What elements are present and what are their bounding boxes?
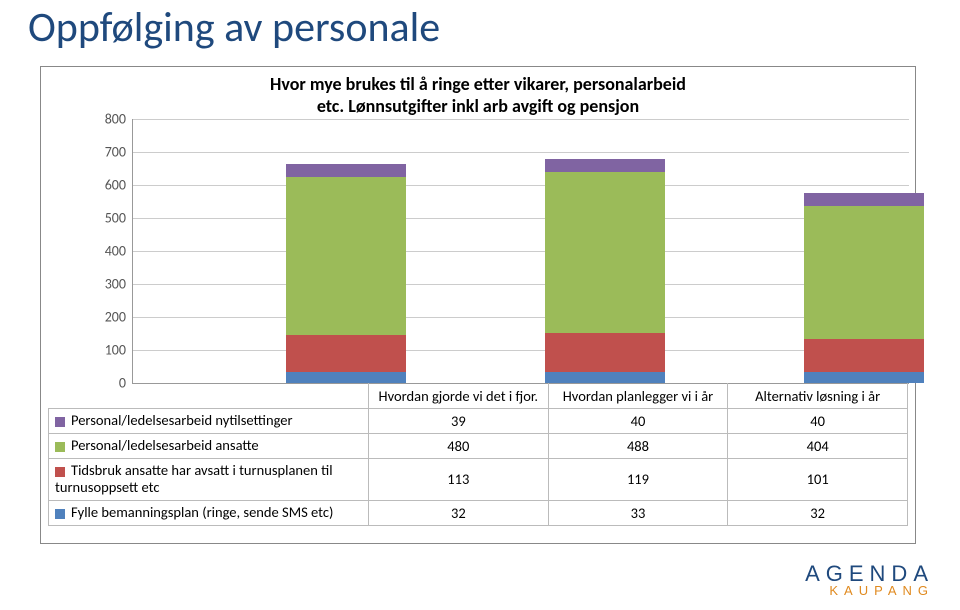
bar-segment: [545, 333, 665, 372]
data-cell: 101: [728, 459, 908, 501]
data-cell: 32: [728, 500, 908, 525]
data-cell: 480: [369, 434, 549, 459]
y-tick-label: 400: [48, 243, 126, 260]
legend-marker: [55, 509, 65, 519]
legend-label: Personal/ledelsesarbeid ansatte: [71, 436, 259, 454]
legend-label: Tidsbruk ansatte har avsatt i turnusplan…: [55, 461, 333, 496]
page-title: Oppfølging av personale: [28, 2, 440, 53]
data-cell: 40: [548, 409, 728, 434]
bar-segment: [286, 335, 406, 372]
category-header: Hvordan planlegger vi i år: [548, 384, 728, 409]
legend-label: Fylle bemanningsplan (ringe, sende SMS e…: [71, 503, 333, 521]
chart-subtitle-1: Hvor mye brukes til å ringe etter vikare…: [45, 71, 911, 95]
data-cell: 119: [548, 459, 728, 501]
chart-subtitle-2: etc. Lønnsutgifter inkl arb avgift og pe…: [45, 95, 911, 119]
chart-plot: 0100200300400500600700800: [48, 119, 908, 383]
y-tick-label: 200: [48, 309, 126, 326]
data-cell: 33: [548, 500, 728, 525]
data-cell: 488: [548, 434, 728, 459]
y-tick-label: 700: [48, 144, 126, 161]
category-header: Hvordan gjorde vi det i fjor.: [369, 384, 549, 409]
table-row: Tidsbruk ansatte har avsatt i turnusplan…: [49, 459, 908, 501]
y-tick-label: 500: [48, 210, 126, 227]
data-cell: 113: [369, 459, 549, 501]
y-tick-label: 600: [48, 177, 126, 194]
bar-segment: [286, 177, 406, 335]
bar-segment: [545, 172, 665, 333]
data-cell: 32: [369, 500, 549, 525]
table-row: Personal/ledelsesarbeid ansatte 480488404: [49, 434, 908, 459]
table-row: Personal/ledelsesarbeid nytilsettinger 39…: [49, 409, 908, 434]
table-row: Fylle bemanningsplan (ringe, sende SMS e…: [49, 500, 908, 525]
bar-segment: [804, 372, 924, 383]
bar-segment: [545, 372, 665, 383]
y-tick-label: 100: [48, 342, 126, 359]
bar-segment: [804, 206, 924, 339]
data-cell: 39: [369, 409, 549, 434]
bar-segment: [804, 193, 924, 206]
legend-label: Personal/ledelsesarbeid nytilsettinger: [71, 411, 293, 429]
agenda-logo: AGENDA KAUPANG: [805, 561, 934, 598]
chart-grid: [132, 119, 909, 384]
chart-container: Hvor mye brukes til å ringe etter vikare…: [40, 66, 916, 544]
legend-marker: [55, 467, 65, 477]
y-tick-label: 800: [48, 111, 126, 128]
data-cell: 40: [728, 409, 908, 434]
bar-segment: [286, 164, 406, 177]
bar-segment: [804, 339, 924, 372]
y-tick-label: 300: [48, 276, 126, 293]
data-cell: 404: [728, 434, 908, 459]
bar-segment: [545, 159, 665, 172]
category-header: Alternativ løsning i år: [728, 384, 908, 409]
bar-segment: [286, 372, 406, 383]
chart-data-table: Hvordan gjorde vi det i fjor.Hvordan pla…: [48, 383, 908, 526]
legend-marker: [55, 442, 65, 452]
legend-marker: [55, 417, 65, 427]
